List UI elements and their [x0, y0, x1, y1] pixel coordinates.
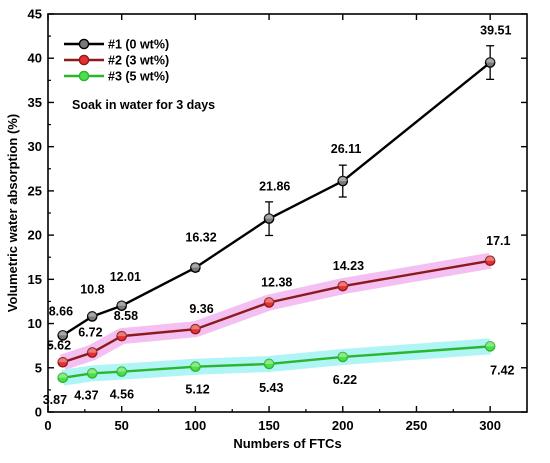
data-point-shine: [117, 367, 127, 372]
x-tick-label: 100: [185, 418, 207, 433]
data-point: [86, 347, 98, 358]
x-tick-label: 150: [258, 418, 280, 433]
y-tick-label: 35: [28, 95, 42, 110]
data-point-shine: [87, 347, 97, 353]
legend: #1 (0 wt%) #2 (3 wt%) #3 (5 wt%): [64, 38, 169, 84]
data-label: 4.56: [110, 388, 134, 402]
y-tick-label: 0: [35, 405, 42, 420]
data-point: [484, 341, 496, 352]
data-point-shine: [58, 330, 68, 336]
data-point-shine: [58, 357, 68, 363]
data-label: 5.62: [47, 338, 71, 352]
data-point: [263, 297, 275, 308]
data-label: 9.36: [189, 302, 213, 316]
data-point-shine: [338, 281, 348, 287]
data-label: 17.1: [486, 234, 510, 248]
data-label: 3.87: [43, 393, 67, 407]
x-axis-title: Numbers of FTCs: [233, 436, 341, 451]
data-point-shine: [190, 362, 200, 367]
data-point: [190, 323, 201, 335]
data-point-shine: [264, 214, 274, 219]
y-tick-label: 20: [28, 228, 42, 243]
data-point-shine: [338, 176, 348, 182]
data-point: [86, 311, 98, 322]
data-point: [57, 356, 69, 368]
data-label: 14.23: [333, 259, 364, 273]
data-point: [116, 366, 127, 377]
data-point: [116, 330, 127, 342]
data-label: 7.42: [490, 363, 514, 377]
y-tick-label: 40: [28, 51, 42, 66]
data-label: 5.43: [259, 381, 283, 395]
data-label-group: 8.66 10.8 12.01 16.32 21.86 26.11 39.51 5.62 6.7…: [43, 24, 515, 407]
data-label: 6.22: [333, 373, 357, 387]
data-point: [263, 358, 275, 370]
data-point: [86, 368, 98, 379]
y-tick-label: 10: [28, 316, 42, 331]
data-point-shine: [87, 311, 97, 317]
data-point: [484, 57, 496, 68]
data-point-shine: [190, 263, 200, 268]
x-tick-label: 200: [332, 418, 354, 433]
legend-label: #3 (5 wt%): [108, 70, 169, 84]
plot-axes: 0 50 100 150 200 250 300 0 5 10 15 20 25 30 35 40 45: [28, 7, 528, 433]
series-group: [57, 45, 496, 384]
data-point: [116, 300, 127, 312]
x-tick-label: 50: [114, 418, 128, 433]
data-point-shine: [264, 359, 274, 364]
data-point: [337, 351, 349, 363]
data-label: 39.51: [480, 24, 511, 38]
data-label: 21.86: [259, 180, 290, 194]
data-label: 26.11: [331, 142, 362, 156]
data-point: [190, 262, 201, 273]
data-point-shine: [190, 324, 200, 330]
data-point-shine: [87, 368, 97, 374]
data-label: 8.66: [49, 304, 73, 318]
data-label: 6.72: [78, 326, 102, 340]
y-tick-label: 25: [28, 183, 42, 198]
data-point-shine: [338, 352, 348, 357]
data-label: 4.37: [74, 388, 98, 402]
data-point: [263, 213, 275, 224]
data-point-shine: [117, 331, 127, 337]
data-point: [337, 175, 349, 187]
x-tick-label: 250: [406, 418, 428, 433]
data-label: 12.01: [110, 270, 141, 284]
data-point-shine: [485, 341, 495, 347]
data-point: [57, 372, 69, 384]
legend-marker: [78, 54, 90, 66]
y-tick-label: 5: [35, 360, 42, 375]
x-tick-label: 0: [44, 418, 51, 433]
data-label: 10.8: [80, 282, 104, 296]
legend-label: #2 (3 wt%): [108, 54, 169, 68]
data-point-shine: [58, 373, 68, 378]
data-point: [484, 255, 496, 267]
legend-marker: [78, 38, 90, 50]
data-point-shine: [485, 256, 495, 261]
y-tick-label: 30: [28, 139, 42, 154]
data-point: [57, 330, 69, 341]
y-tick-label: 15: [28, 272, 42, 287]
data-point-shine: [264, 297, 274, 303]
legend-label: #1 (0 wt%): [108, 38, 169, 52]
data-label: 16.32: [185, 231, 216, 245]
data-label: 5.12: [185, 383, 209, 397]
data-point-shine: [117, 301, 127, 306]
legend-marker: [78, 70, 90, 82]
data-label: 12.38: [261, 276, 292, 290]
data-point-shine: [485, 57, 495, 63]
data-label: 8.58: [114, 309, 138, 323]
x-tick-label: 300: [479, 418, 501, 433]
y-axis-title: Volumetric water absorption (%): [5, 114, 20, 312]
y-tick-label: 45: [28, 7, 42, 22]
data-point: [190, 361, 201, 373]
data-point: [337, 280, 349, 292]
annotation-text: Soak in water for 3 days: [72, 98, 215, 112]
